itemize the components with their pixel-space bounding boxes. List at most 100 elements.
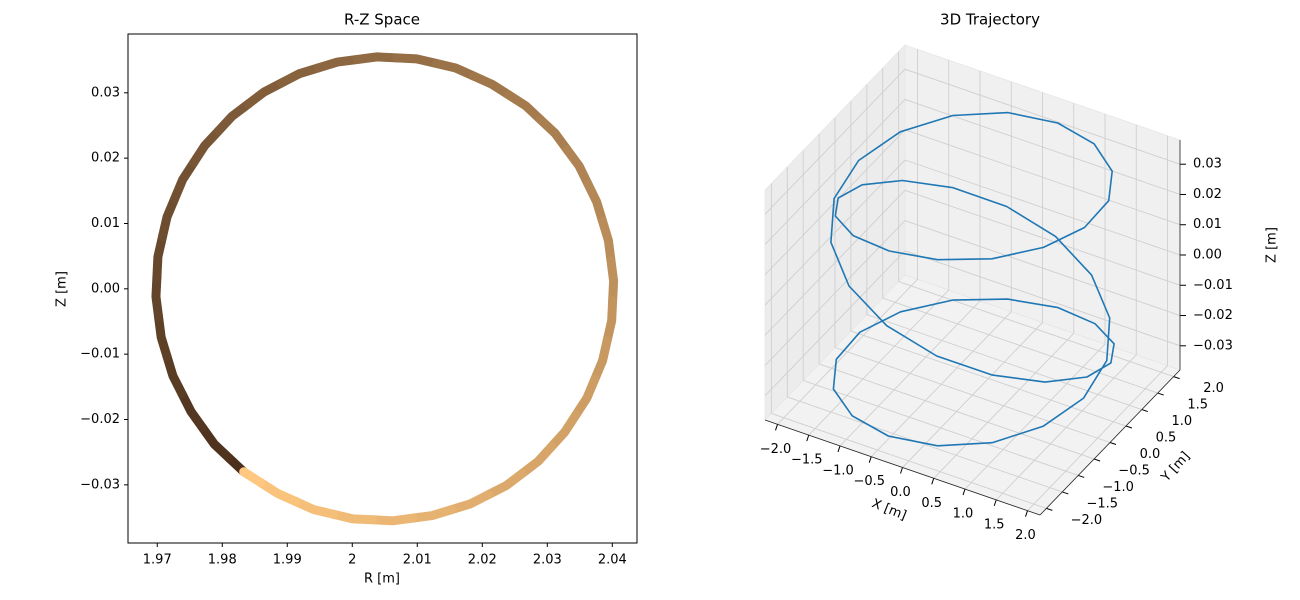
z-tick-label: −0.02 [1193, 308, 1233, 323]
y-tick [1046, 507, 1053, 511]
z-axis-label: Z [m] [1265, 227, 1280, 263]
x-tick-label: 2.03 [533, 553, 562, 568]
grid-line [764, 99, 906, 245]
x-tick [931, 478, 935, 485]
point [590, 336, 612, 384]
chart-title: R-Z Space [344, 11, 420, 29]
x-tick [962, 488, 966, 496]
x-tick-label: 1.97 [143, 553, 172, 568]
grid-line [764, 159, 906, 306]
x-tick-label: −2.0 [760, 442, 792, 457]
chart-title: 3D Trajectory [940, 11, 1040, 29]
point [535, 115, 572, 155]
y-tick-label: 1.0 [1171, 414, 1192, 429]
grid-line [882, 297, 1158, 394]
grid-line [764, 220, 906, 366]
grid-line [898, 281, 1174, 378]
z-tick-label: 0.03 [1193, 157, 1222, 172]
z-tick-label: 0.00 [1193, 248, 1222, 263]
point [407, 505, 456, 523]
grid-line [787, 396, 1063, 493]
y-tick-label: 0.03 [91, 85, 120, 100]
y-tick-label: −0.01 [80, 347, 120, 362]
grid-line [764, 250, 906, 397]
x-tick [775, 424, 778, 431]
point [469, 71, 514, 100]
y-tick-label: −0.02 [80, 412, 120, 427]
point [547, 410, 581, 452]
grid-line [904, 129, 1181, 226]
x-tick-label: 2 [348, 553, 356, 568]
z-tick-label: 0.02 [1193, 187, 1222, 202]
y-tick [1078, 474, 1085, 478]
point [157, 193, 180, 242]
x-tick-label: 2.0 [1015, 528, 1036, 543]
grid-line [764, 68, 906, 215]
y-tick [1109, 442, 1117, 445]
point [291, 497, 338, 519]
x-tick-label: −1.0 [822, 463, 854, 478]
y-tick [1141, 409, 1148, 413]
grid-line [904, 68, 1181, 165]
point [170, 158, 199, 203]
point [154, 312, 172, 361]
grid-line [771, 412, 1047, 509]
y-tick-label: −1.0 [1102, 480, 1134, 495]
point [313, 54, 362, 73]
point [177, 389, 208, 433]
point [517, 442, 557, 478]
plot-frame [127, 33, 638, 544]
point [213, 99, 253, 136]
grid-line [904, 159, 1181, 256]
x-tick-label: −0.5 [853, 474, 885, 489]
point [239, 467, 266, 488]
point [562, 145, 593, 189]
y-tick-label: −0.03 [80, 477, 120, 492]
x-axis-line [764, 419, 1041, 516]
grid-line [803, 380, 1079, 476]
x-tick-label: 2.01 [403, 553, 432, 568]
z-tick-label: −0.03 [1193, 338, 1233, 353]
point [328, 509, 378, 525]
point [392, 53, 441, 68]
y-tick-label: 0.5 [1156, 431, 1177, 446]
point [571, 374, 600, 420]
x-tick-label: 1.5 [984, 517, 1005, 532]
x-tick-label: 2.04 [598, 553, 627, 568]
y-tick-label: 1.5 [1187, 398, 1208, 413]
x-tick-label: 0.0 [890, 485, 911, 500]
x-tick [993, 499, 997, 507]
y-axis-label: Z [m] [55, 271, 70, 307]
trajectory-line [830, 111, 1115, 447]
point [504, 90, 545, 125]
point [583, 179, 608, 226]
y-tick-label: −2.0 [1071, 513, 1103, 528]
point [189, 126, 223, 168]
point [243, 78, 286, 109]
x-tick [806, 434, 810, 442]
x-tick-label: 1.99 [273, 553, 302, 568]
point [368, 513, 417, 526]
point [276, 63, 323, 88]
y-tick-label: −1.5 [1086, 496, 1118, 511]
x-tick [900, 467, 903, 474]
point [256, 478, 301, 507]
point [483, 468, 527, 500]
point [162, 351, 187, 399]
z-tick-label: 0.01 [1193, 217, 1222, 232]
x-tick [1025, 510, 1028, 517]
z-tick-label: −0.01 [1193, 278, 1233, 293]
point [606, 256, 619, 306]
y-tick [1125, 425, 1133, 429]
x-tick [868, 456, 872, 463]
x-tick-label: 1.0 [953, 507, 974, 522]
y-tick-label: 0.01 [91, 216, 120, 231]
y-tick-label: 0.0 [1140, 447, 1161, 462]
y-axis-line [1039, 369, 1181, 516]
y-tick [1093, 458, 1101, 462]
point [352, 52, 402, 64]
grid-line [850, 330, 1127, 427]
grid-line [904, 220, 1181, 316]
x-tick-label: −1.5 [791, 453, 823, 468]
